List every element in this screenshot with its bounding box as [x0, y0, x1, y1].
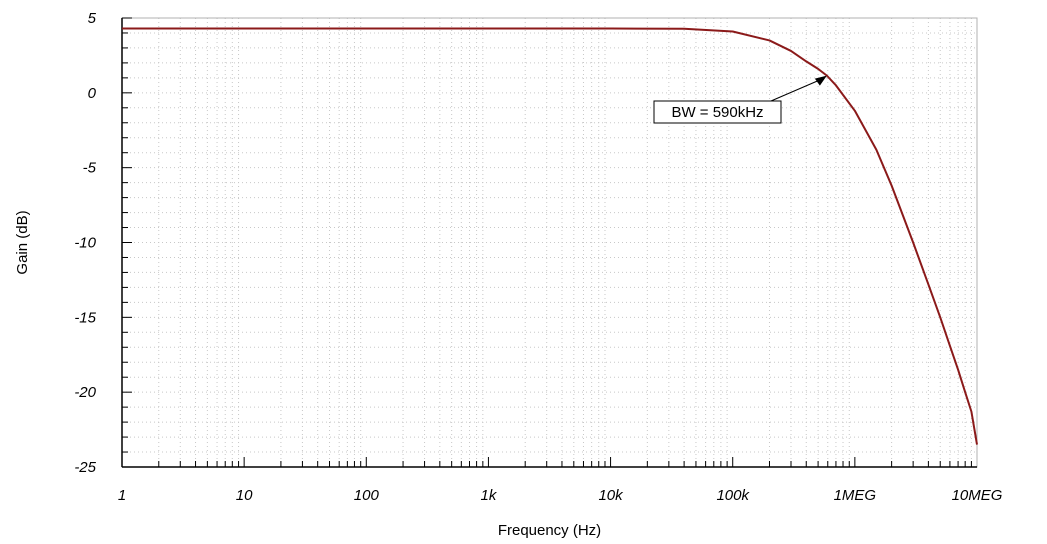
y-axis-label: Gain (dB) [14, 210, 31, 274]
x-axis-label: Frequency (Hz) [498, 522, 601, 539]
annotation-arrowhead [814, 75, 827, 86]
y-tick-label: -5 [83, 160, 97, 177]
grid [122, 18, 977, 467]
x-tick-label: 100 [354, 487, 380, 504]
x-tick-label: 10MEG [952, 487, 1003, 504]
x-tick-label: 100k [716, 487, 750, 504]
y-tick-label: -20 [74, 384, 96, 401]
annotation-text: BW = 590kHz [671, 104, 763, 121]
axis-ticks [121, 17, 977, 468]
y-tick-label: 5 [88, 10, 97, 27]
x-tick-label: 1 [118, 487, 126, 504]
y-tick-label: -10 [74, 235, 96, 252]
y-tick-label: -25 [74, 459, 96, 476]
series-line [122, 27, 978, 445]
y-tick-label: -15 [74, 309, 96, 326]
y-tick-label: 0 [88, 85, 97, 102]
annotations-layer: BW = 590kHz [653, 75, 827, 124]
x-tick-label: 1k [481, 487, 498, 504]
annotation-leader [770, 78, 824, 102]
tick-labels: 1 10 100 1k 10k 100k 1MEG 10MEG 5 0 -5 -10 -15 -20 -25 [74, 10, 1002, 504]
x-tick-label: 10 [236, 487, 253, 504]
series-layer [122, 27, 978, 445]
x-tick-label: 10k [598, 487, 624, 504]
annotation-box [653, 100, 782, 124]
x-tick-label: 1MEG [834, 487, 877, 504]
